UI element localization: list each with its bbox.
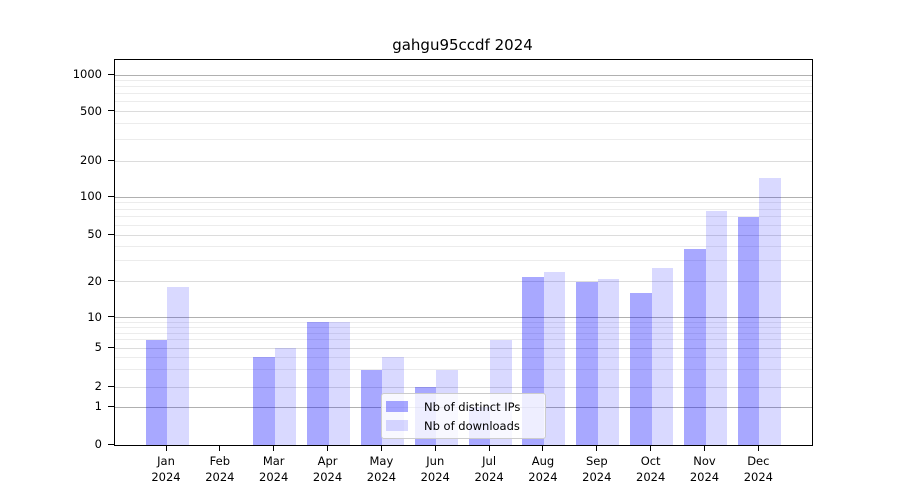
gridline	[115, 339, 812, 341]
x-axis-tick	[219, 445, 221, 451]
gridline	[115, 208, 812, 210]
y-axis-tick	[108, 316, 114, 317]
x-axis-tick-label: Feb 2024	[205, 454, 235, 484]
gridline	[115, 123, 812, 125]
gridline	[115, 386, 812, 388]
chart-title: gahgu95ccdf 2024	[392, 36, 533, 54]
y-axis-tick-label: 200	[80, 153, 102, 167]
gridline	[115, 160, 812, 162]
x-axis-tick-label: Oct 2024	[636, 454, 666, 484]
x-axis-tick-label: Apr 2024	[312, 454, 343, 484]
x-axis-tick	[488, 445, 490, 451]
x-axis-tick	[327, 445, 329, 451]
y-axis-tick-label: 1	[94, 399, 102, 413]
bar-downloads-aug	[543, 272, 566, 445]
bar-downloads-oct	[651, 268, 674, 445]
gridline	[115, 93, 812, 95]
y-axis-tick	[108, 346, 114, 348]
bar-downloads-mar	[274, 348, 297, 445]
y-axis-tick	[108, 443, 114, 445]
x-axis-tick-label: Jun 2024	[420, 454, 450, 484]
gridline	[115, 196, 812, 198]
x-axis-tick	[650, 445, 652, 451]
y-axis-tick-label: 10	[87, 309, 102, 324]
y-axis-tick-label: 20	[87, 273, 102, 288]
bar-distinct-ips-oct	[630, 293, 652, 445]
gridline	[115, 216, 812, 218]
gridline	[115, 317, 812, 318]
y-axis-tick-label: 100	[80, 189, 102, 203]
y-axis-tick-label: 500	[80, 103, 102, 118]
gridline	[115, 111, 812, 112]
x-axis-tick	[596, 445, 598, 451]
bar-distinct-ips-mar	[253, 357, 275, 445]
bar-distinct-ips-apr	[307, 322, 329, 445]
bar-distinct-ips-may	[360, 369, 383, 445]
gridline	[115, 356, 812, 358]
bar-distinct-ips-dec	[737, 216, 760, 445]
plot-area: Nb of distinct IPs Nb of downloads	[114, 59, 813, 446]
gridline	[115, 321, 812, 323]
gridline	[115, 138, 812, 140]
bar-distinct-ips-nov	[684, 248, 706, 445]
legend-item-downloads: Nb of downloads	[386, 419, 537, 433]
bar-downloads-apr	[328, 322, 351, 445]
x-axis-tick	[165, 445, 167, 451]
gridline	[115, 234, 812, 236]
x-axis-tick	[757, 445, 759, 451]
legend: Nb of distinct IPs Nb of downloads	[381, 393, 546, 439]
gridline	[115, 260, 812, 262]
x-axis-tick	[380, 445, 382, 451]
legend-swatch-downloads	[386, 420, 408, 431]
bar-distinct-ips-jan	[145, 339, 167, 445]
gridline	[115, 281, 812, 282]
y-axis-tick	[108, 195, 114, 197]
gridline	[115, 224, 812, 226]
gridline	[115, 101, 812, 103]
gridline	[115, 326, 812, 328]
x-axis-tick	[273, 445, 275, 451]
bar-downloads-dec	[759, 178, 781, 445]
y-axis-tick	[108, 280, 114, 281]
x-axis-tick-label: Sep 2024	[582, 454, 612, 484]
bar-downloads-jan	[167, 286, 189, 445]
bar-distinct-ips-sep	[576, 281, 598, 445]
y-axis-tick-label: 50	[87, 227, 102, 241]
gridline	[115, 347, 812, 349]
gridline	[115, 80, 812, 82]
x-axis-tick-label: May 2024	[366, 454, 397, 484]
x-axis-tick-label: Mar 2024	[259, 454, 289, 484]
gridline	[115, 369, 812, 371]
y-axis-tick-label: 2	[94, 379, 102, 393]
gridline	[115, 74, 812, 76]
x-axis-tick	[542, 445, 544, 451]
bar-downloads-nov	[705, 210, 727, 445]
legend-swatch-distinct-ips	[386, 401, 408, 412]
y-axis-tick	[108, 405, 114, 407]
gridline	[115, 332, 812, 334]
y-axis-tick-label: 1000	[72, 67, 102, 81]
gridline	[115, 202, 812, 204]
x-axis-tick-label: Nov 2024	[689, 454, 720, 484]
x-axis-tick-label: Dec 2024	[743, 454, 773, 484]
legend-label-distinct-ips: Nb of distinct IPs	[424, 399, 521, 414]
x-axis-tick-label: Jul 2024	[474, 454, 504, 484]
y-axis-tick	[108, 73, 114, 75]
x-axis-tick-label: Jan 2024	[151, 454, 181, 484]
legend-item-distinct-ips: Nb of distinct IPs	[386, 400, 537, 414]
y-axis-tick	[108, 233, 114, 235]
y-axis-tick-label: 0	[94, 437, 102, 451]
y-axis-tick	[108, 159, 114, 161]
gridline	[115, 86, 812, 88]
bar-downloads-sep	[597, 279, 620, 445]
x-axis-tick-label: Aug 2024	[528, 454, 558, 484]
legend-label-downloads: Nb of downloads	[424, 418, 520, 433]
y-axis-tick	[108, 110, 114, 111]
gridline	[115, 245, 812, 247]
y-axis-tick-label: 5	[94, 340, 102, 354]
x-axis-tick	[704, 445, 705, 451]
y-axis-tick	[108, 385, 114, 387]
x-axis-tick	[434, 445, 436, 451]
